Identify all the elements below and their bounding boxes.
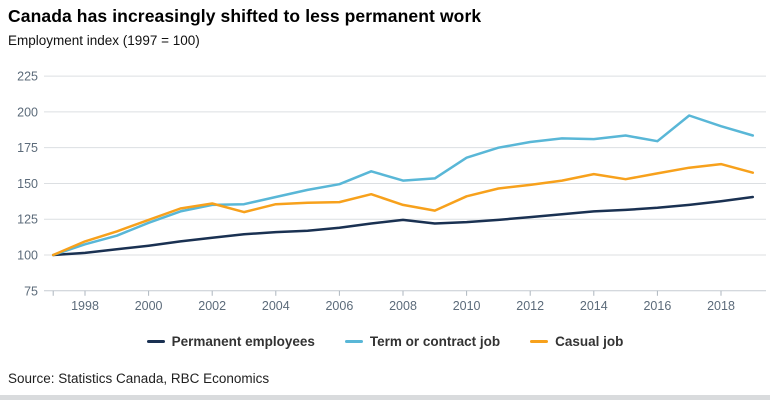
source-note: Source: Statistics Canada, RBC Economics bbox=[8, 371, 270, 386]
x-axis-tick-label: 1998 bbox=[71, 299, 99, 313]
x-axis-tick-label: 2000 bbox=[135, 299, 163, 313]
x-axis-tick-label: 2008 bbox=[389, 299, 417, 313]
x-axis-tick-label: 2002 bbox=[198, 299, 226, 313]
employment-index-line-chart: 75 100 125 150 175 200 225 1998 2000 2002 2004 2006… bbox=[17, 70, 766, 313]
chart-title: Canada has increasingly shifted to less … bbox=[8, 6, 482, 26]
y-axis-tick-label: 150 bbox=[17, 177, 38, 191]
series-line-term-or-contract-job bbox=[51, 114, 755, 257]
x-axis-tick-label: 2004 bbox=[262, 299, 290, 313]
y-axis-tick-label: 225 bbox=[17, 70, 38, 84]
y-axis-tick-label: 175 bbox=[17, 141, 38, 155]
x-axis-tick-label: 2012 bbox=[516, 299, 544, 313]
legend-item-term-or-contract-job: Term or contract job bbox=[344, 333, 501, 349]
y-axis-tick-label: 75 bbox=[24, 284, 38, 298]
legend-label: Term or contract job bbox=[369, 333, 501, 349]
x-axis-tick-label: 2006 bbox=[325, 299, 353, 313]
series-line-permanent-employees bbox=[51, 195, 755, 257]
x-axis-tick-label: 2010 bbox=[453, 299, 481, 313]
series-line-casual-job bbox=[51, 162, 755, 257]
legend-label: Permanent employees bbox=[171, 333, 315, 349]
legend-swatch-permanent-employees bbox=[146, 339, 165, 343]
chart-subtitle: Employment index (1997 = 100) bbox=[8, 33, 200, 48]
x-axis-tick-label: 2014 bbox=[580, 299, 608, 313]
x-axis-tick-label: 2016 bbox=[643, 299, 671, 313]
window-bottom-edge bbox=[0, 395, 770, 400]
x-axis-tick-label: 2018 bbox=[707, 299, 735, 313]
legend-label: Casual job bbox=[555, 333, 624, 349]
y-axis-tick-label: 100 bbox=[17, 249, 38, 263]
y-axis-tick-label: 125 bbox=[17, 213, 38, 227]
legend-item-permanent-employees: Permanent employees bbox=[146, 333, 315, 349]
legend: Permanent employees Term or contract job C… bbox=[0, 330, 770, 352]
legend-swatch-term-or-contract-job bbox=[344, 339, 363, 343]
legend-swatch-casual-job bbox=[530, 339, 549, 343]
legend-item-casual-job: Casual job bbox=[530, 334, 623, 349]
y-axis-tick-label: 200 bbox=[17, 105, 38, 119]
